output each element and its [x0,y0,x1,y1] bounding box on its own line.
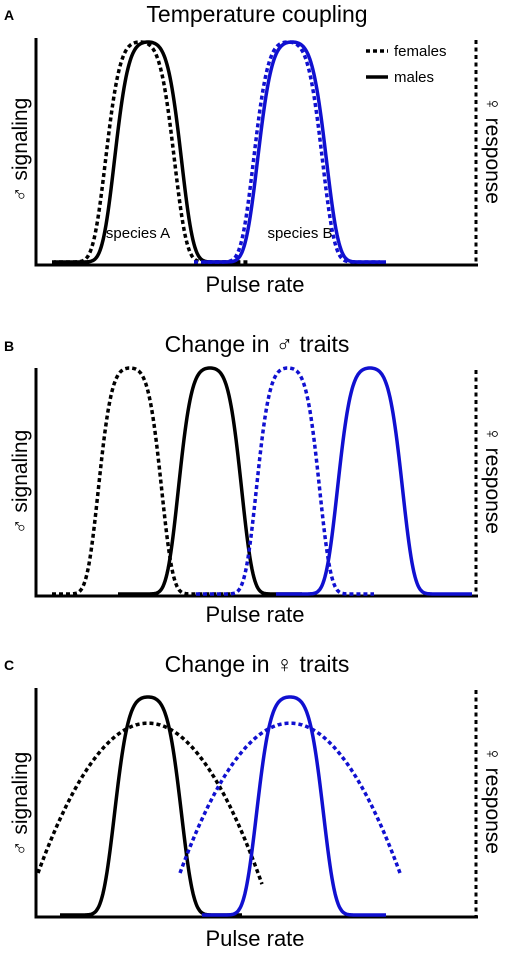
species-a-males-curve [117,366,303,596]
x-axis-label: Pulse rate [205,272,304,297]
curves [36,695,402,917]
panel-title: Temperature coupling [146,1,367,27]
curves [51,366,473,596]
y-axis-label: ♂ signaling [9,98,32,202]
right-axis-label: ♀ response [481,426,504,534]
curves [51,40,387,264]
species-b-males-curve [275,366,473,596]
y-axis-label: ♂ signaling [9,752,32,856]
species-b-females-curve [178,721,402,874]
species-b-males-curve [203,40,387,264]
panel-letter: A [4,7,14,23]
species-b-females-curve [195,366,375,596]
legend-females-label: females [394,43,447,60]
panel-title: Change in ♀ traits [165,651,350,677]
right-axis-label: ♀ response [481,746,504,854]
species-a-females-curve [51,40,249,264]
panel-letter: B [4,338,14,354]
right-axis-label: ♀ response [481,96,504,204]
panel-b: B Change in ♂ traits Pulse rate ♂ signal… [4,331,504,627]
species-a-females-curve [51,366,233,596]
species-b-label: species B [267,225,332,242]
panel-c: C Change in ♀ traits Pulse rate ♂ signal… [4,651,504,951]
legend: females males [366,43,447,86]
panel-letter: C [4,657,14,673]
x-axis-label: Pulse rate [205,602,304,627]
y-axis-label: ♂ signaling [9,430,32,534]
species-a-label: species A [106,225,170,242]
species-b-males-curve [201,695,387,917]
legend-males-label: males [394,69,434,86]
panel-title: Change in ♂ traits [165,331,350,357]
species-a-females-curve [36,721,264,885]
x-axis-label: Pulse rate [205,926,304,951]
species-a-males-curve [59,695,243,917]
panel-a: A Temperature coupling Pulse rate ♂ sign… [4,1,504,297]
